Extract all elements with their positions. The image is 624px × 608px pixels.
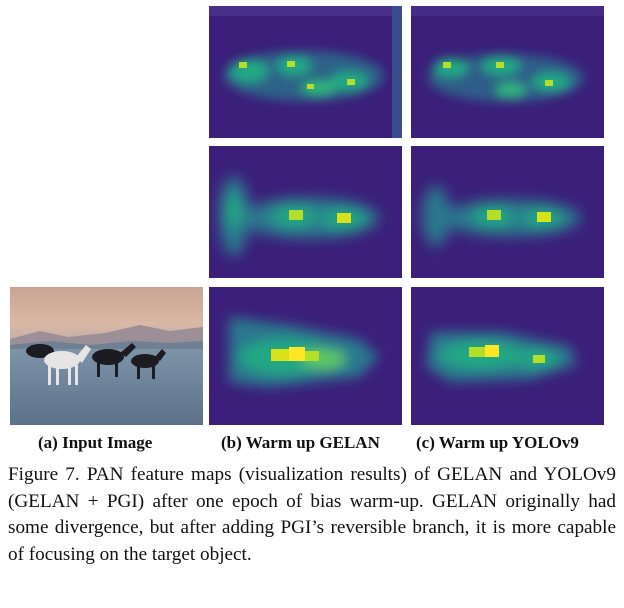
gelan-feature-map-top <box>209 6 402 138</box>
input-image <box>10 287 203 425</box>
yolov9-feature-map-bottom <box>411 287 604 425</box>
sublabel-input-image: (a) Input Image <box>38 433 153 452</box>
sublabel-warm-up-gelan: (b) Warm up GELAN <box>221 433 380 452</box>
sublabel-warm-up-yolov9: (c) Warm up YOLOv9 <box>416 433 579 452</box>
gelan-feature-map-bottom <box>209 287 402 425</box>
yolov9-feature-map-top <box>411 6 604 138</box>
gelan-feature-map-middle <box>209 146 402 278</box>
yolov9-feature-map-middle <box>411 146 604 278</box>
figure-caption: Figure 7. PAN feature maps (visualizatio… <box>8 464 616 565</box>
